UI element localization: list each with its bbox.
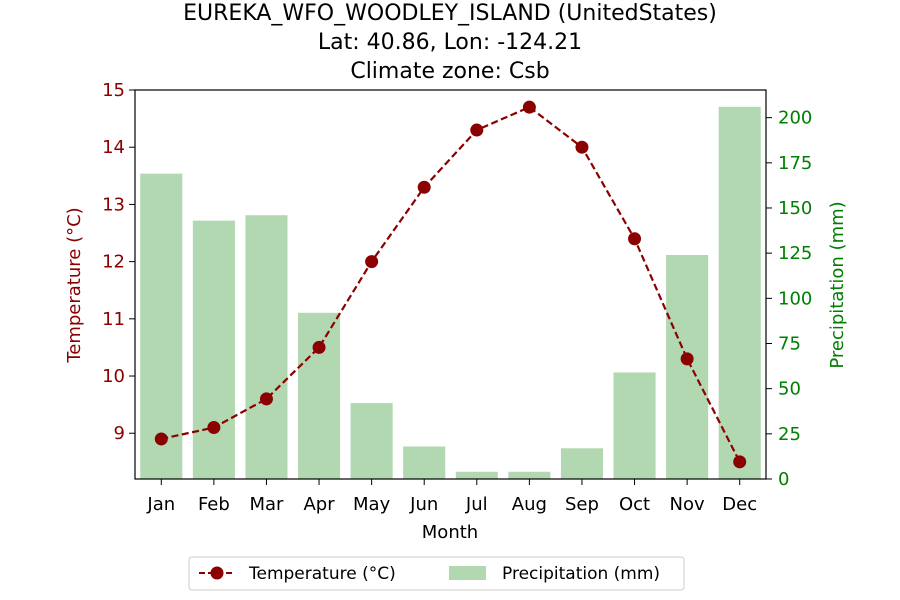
left-axis-tick-label: 13	[102, 194, 125, 215]
x-axis-tick-label: Apr	[303, 494, 335, 515]
left-axis-tick-label: 15	[102, 80, 125, 101]
x-axis-tick-label: Jan	[146, 494, 175, 515]
x-axis-tick-label: Oct	[619, 494, 650, 515]
right-axis-tick-label: 50	[778, 379, 801, 400]
chart-title-line-1: EUREKA_WFO_WOODLEY_ISLAND (UnitedStates)	[183, 1, 717, 26]
right-axis-tick-label: 25	[778, 424, 801, 445]
right-axis-tick-label: 0	[778, 469, 789, 490]
temperature-point	[733, 455, 747, 469]
precipitation-bar	[455, 471, 498, 479]
right-axis-tick-label: 175	[778, 153, 812, 174]
precipitation-bar	[666, 254, 709, 479]
legend-precipitation-swatch-icon	[449, 566, 486, 580]
right-axis-tick-label: 150	[778, 198, 812, 219]
left-axis-tick-label: 11	[102, 309, 125, 330]
precipitation-bar	[140, 173, 183, 479]
left-axis-tick-label: 12	[102, 252, 125, 273]
x-axis-tick-label: Aug	[512, 494, 547, 515]
left-axis-tick-label: 14	[102, 137, 125, 158]
legend: Temperature (°C) Precipitation (mm)	[188, 556, 685, 591]
precipitation-bar	[508, 471, 551, 479]
chart-title: EUREKA_WFO_WOODLEY_ISLAND (UnitedStates)…	[183, 1, 717, 84]
x-axis-tick-label: Mar	[249, 494, 284, 515]
chart-title-line-2: Lat: 40.86, Lon: -124.21	[318, 30, 582, 55]
x-axis-tick-label: Nov	[670, 494, 705, 515]
x-axis-label: Month	[422, 522, 478, 543]
plot-frame	[134, 89, 767, 480]
temperature-point	[259, 392, 273, 406]
precipitation-bar	[298, 312, 341, 479]
x-axis-tick-label: Jul	[465, 494, 488, 515]
precipitation-bar	[560, 448, 603, 479]
legend-precipitation-label: Precipitation (mm)	[502, 564, 660, 584]
precipitation-bar	[245, 215, 288, 479]
legend-temperature-marker-icon	[210, 566, 224, 580]
right-axis-tick-label: 100	[778, 288, 812, 309]
right-axis-label: Precipitation (mm)	[827, 201, 848, 368]
legend-box	[188, 556, 685, 591]
x-axis-tick-label: Dec	[722, 494, 757, 515]
temperature-point	[207, 421, 221, 435]
temperature-point	[522, 100, 536, 114]
temperature-line	[154, 100, 747, 469]
legend-temperature-label: Temperature (°C)	[248, 564, 396, 584]
temperature-point	[417, 180, 431, 194]
x-axis-tick-label: Feb	[198, 494, 230, 515]
right-axis-tick-label: 75	[778, 333, 801, 354]
temperature-point	[628, 232, 642, 246]
right-axis-tick-label: 125	[778, 243, 812, 264]
precipitation-bar	[192, 220, 235, 479]
x-axis-tick-label: May	[353, 494, 391, 515]
temperature-point	[154, 432, 168, 446]
temperature-point	[680, 352, 694, 366]
precipitation-bar	[613, 372, 656, 479]
temperature-point	[365, 255, 379, 269]
x-axis-tick-label: Sep	[565, 494, 599, 515]
precipitation-bar	[718, 106, 761, 480]
temperature-point	[312, 340, 326, 354]
chart-title-line-3: Climate zone: Csb	[350, 59, 549, 84]
left-axis-tick-label: 10	[102, 366, 125, 387]
x-axis-tick-label: Jun	[409, 494, 438, 515]
temperature-series-line	[161, 105, 741, 463]
temperature-point	[470, 123, 484, 137]
right-axis-tick-label: 200	[778, 108, 812, 129]
precipitation-bar	[350, 403, 393, 479]
precipitation-bar	[403, 446, 446, 479]
left-axis-label: Temperature (°C)	[64, 207, 85, 363]
precipitation-bars	[140, 106, 761, 480]
left-axis-tick-label: 9	[114, 423, 125, 444]
temperature-point	[575, 140, 589, 154]
